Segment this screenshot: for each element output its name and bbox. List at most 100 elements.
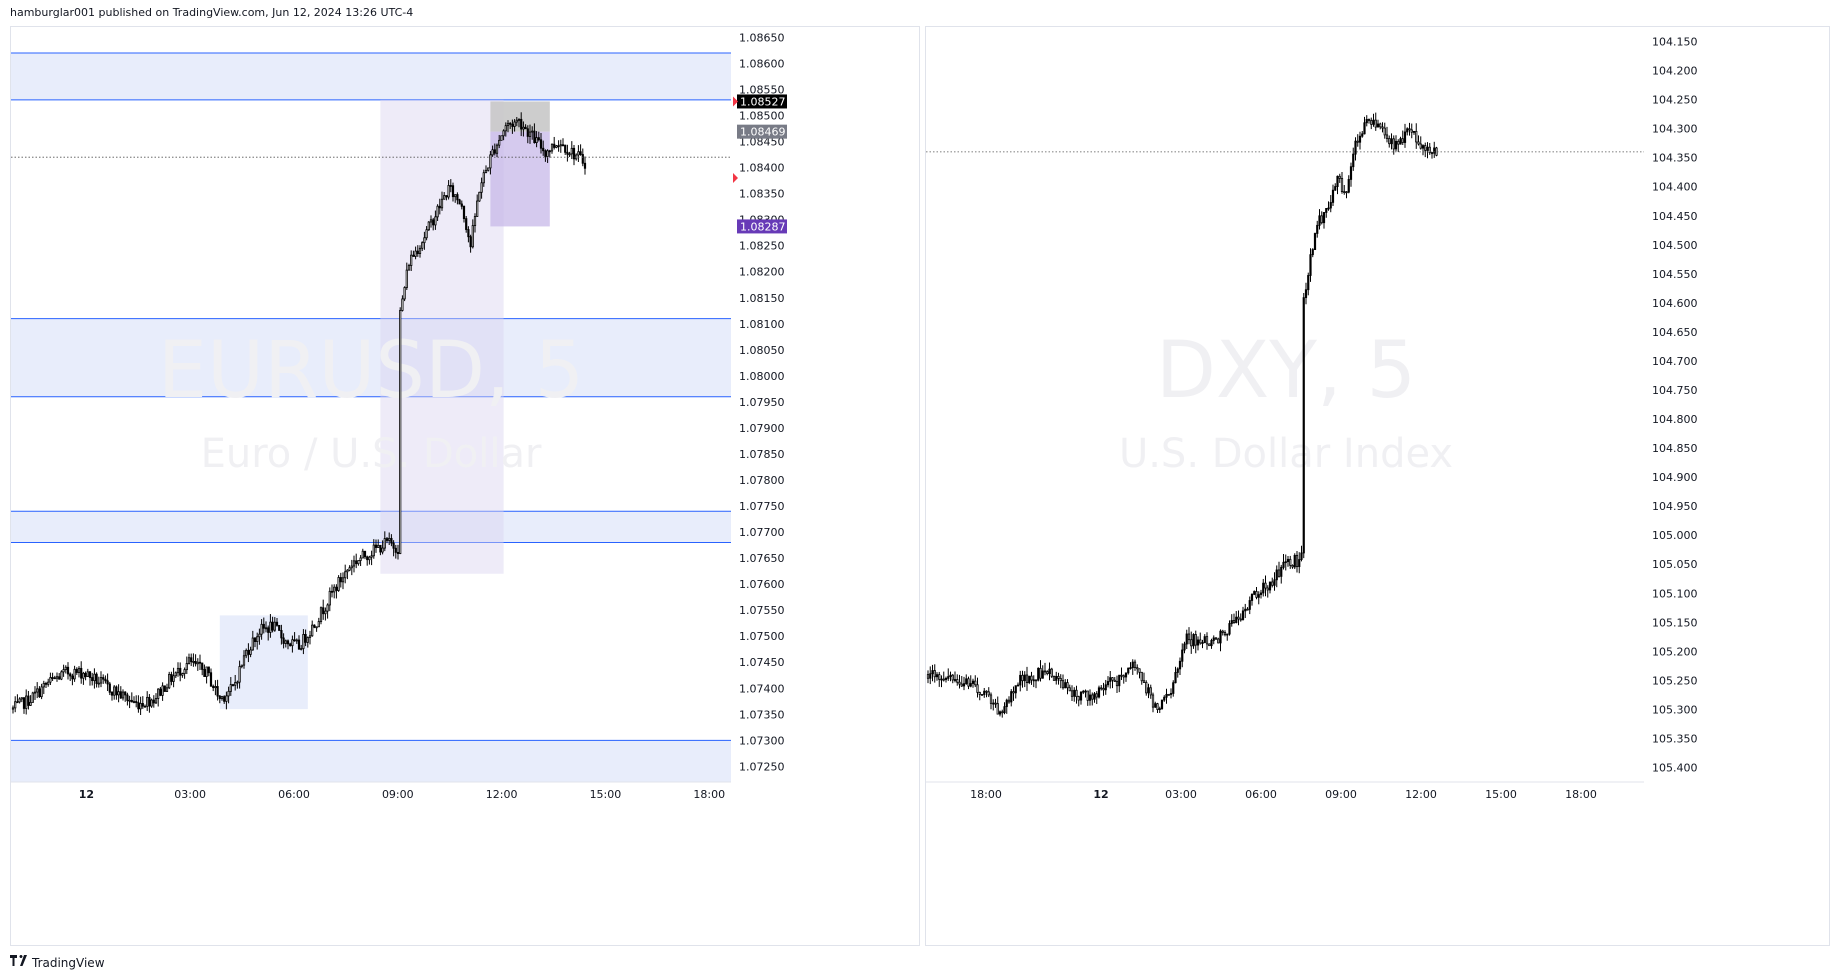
price-tick-label: 105.100 [1652,587,1698,600]
symbol-watermark: EURUSD, 5 [158,326,584,416]
candle-body [487,167,490,171]
candle-body [951,674,954,681]
candle-body [1131,661,1134,669]
candle-body [1181,649,1184,662]
eurusd-chart[interactable]: EURUSD, 5 Euro / U.S. Dollar 1.08650 1.0860… [11,27,919,945]
price-tag [737,94,787,109]
alert-marker-icon [733,173,738,183]
candle-body [1111,677,1114,681]
candle-body [1127,667,1130,674]
candle-body [207,666,210,674]
candle-body [264,627,268,630]
candle-body [1228,623,1231,635]
candle-body [1172,682,1175,694]
candle-body [524,126,527,130]
candle-body [1156,703,1159,710]
candle-body [31,692,34,703]
candle-body [1084,690,1087,693]
candle-body [1327,207,1330,210]
candle-body [1007,699,1011,703]
candle-body [1032,679,1035,682]
time-tick-label: 12:00 [486,788,518,801]
candle-body [247,649,250,655]
candle-body [1410,129,1413,133]
candle-body [174,672,177,677]
eurusd-chart-panel[interactable]: EURUSD, 5 Euro / U.S. Dollar 1.08650 1.0860… [10,26,920,946]
candle-body [471,225,474,248]
candle-body [542,147,545,152]
candle-body [953,679,957,681]
candle-body [1133,661,1137,668]
price-marker-icon [733,96,738,107]
candle-body [1190,639,1193,647]
price-tick-label: 104.350 [1652,152,1698,165]
candle-body [1354,140,1357,155]
time-tick-label: 12 [1093,788,1108,801]
candle-body [544,150,547,157]
candle-body [392,542,395,549]
price-tick-label: 1.08450 [739,136,785,149]
candle-body [1361,133,1364,137]
candle-body [987,691,990,696]
candle-body [1379,123,1382,128]
demand-supply-zone [11,318,731,397]
time-tick-label: 03:00 [1165,788,1197,801]
price-tick-label: 105.250 [1652,674,1698,687]
dxy-chart-panel[interactable]: DXY, 5 U.S. Dollar Index 104.150 104.200 104… [925,26,1830,946]
price-tick-label: 1.07750 [739,500,785,513]
candle-body [33,691,37,694]
candle-body [1174,672,1177,684]
price-tick-label: 105.150 [1652,616,1698,629]
candle-body [1030,675,1033,681]
candle-body [88,671,92,678]
candle-body [1399,138,1402,145]
candle-body [275,621,279,626]
candle-body [548,150,551,153]
candle-body [381,547,384,553]
candle-body [1091,694,1094,700]
candle-body [1311,249,1314,256]
candle-body [1322,212,1326,224]
candle-body [80,667,83,679]
candle-body [1066,682,1069,689]
candle-body [267,627,270,633]
candle-body [311,624,314,637]
candle-body [489,154,492,169]
price-tick-label: 1.07700 [739,526,785,539]
candle-body [1244,608,1247,612]
price-tick-label: 1.08000 [739,370,785,383]
candle-body [495,144,499,154]
candle-body [1097,687,1101,698]
candle-body [1289,558,1292,566]
price-tick-label: 104.600 [1652,297,1698,310]
candle-body [1023,674,1026,682]
candle-body [1194,634,1197,646]
candle-body [1300,552,1303,560]
candle-body [1187,633,1191,641]
candle-body [385,538,389,541]
price-tick-label: 1.08400 [739,162,785,175]
candle-body [1082,690,1085,693]
dxy-chart[interactable]: DXY, 5 U.S. Dollar Index 104.150 104.200 104… [926,27,1829,945]
price-tick-label: 104.900 [1652,471,1698,484]
candle-body [1151,694,1155,708]
candle-body [352,560,356,567]
candle-body [201,662,204,670]
candle-body [1266,587,1269,591]
candle-body [64,666,67,670]
candle-body [249,649,252,655]
candle-body [355,560,358,565]
candle-body [66,666,70,675]
candle-body [1014,685,1017,694]
price-tick-label: 104.450 [1652,210,1698,223]
candle-body [440,198,444,209]
candle-body [1158,708,1161,711]
price-tick-label: 105.300 [1652,703,1698,716]
candle-body [203,669,206,677]
candle-body [1428,146,1431,154]
candle-body [1356,140,1359,143]
price-tick-label: 105.050 [1652,558,1698,571]
position-stop-zone [490,101,550,132]
candle-body [1005,699,1008,708]
candle-body [284,640,287,644]
